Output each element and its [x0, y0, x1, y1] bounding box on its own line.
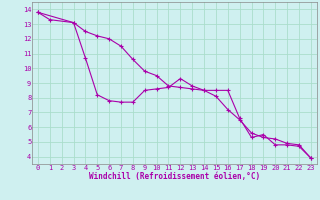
X-axis label: Windchill (Refroidissement éolien,°C): Windchill (Refroidissement éolien,°C)	[89, 172, 260, 181]
